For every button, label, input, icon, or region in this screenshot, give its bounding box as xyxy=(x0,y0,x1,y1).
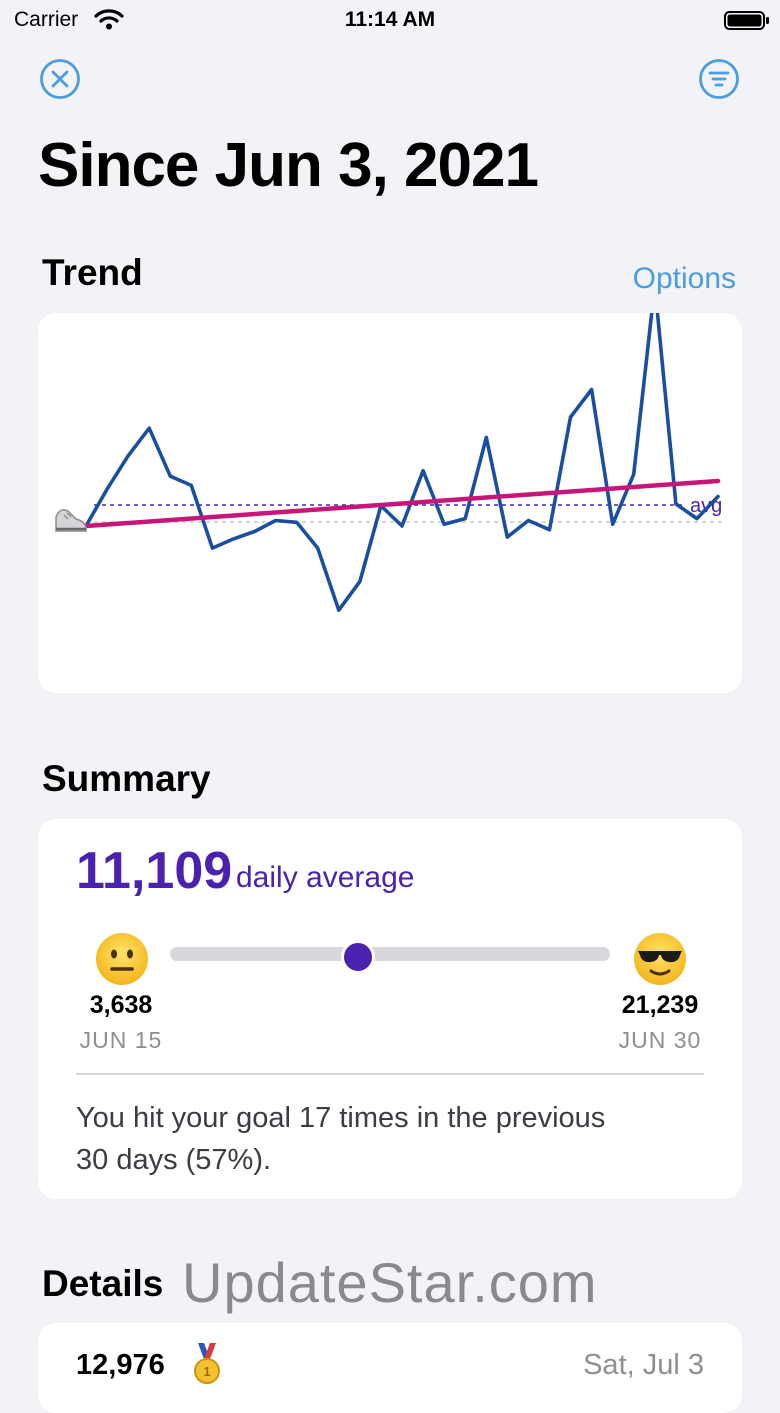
min-date: JUN 15 xyxy=(76,1027,166,1054)
average-label: daily average xyxy=(236,861,414,895)
average-position-knob xyxy=(341,940,375,974)
close-circle-icon xyxy=(39,58,81,100)
svg-text:1: 1 xyxy=(203,1364,210,1379)
details-title: Details xyxy=(42,1263,163,1305)
sunglasses-face-icon xyxy=(632,931,688,992)
detail-row[interactable]: 12,976 1 Sat, Jul 3 xyxy=(38,1323,742,1413)
battery-icon xyxy=(724,10,770,37)
page-title: Since Jun 3, 2021 xyxy=(38,130,538,201)
series-line xyxy=(86,313,718,610)
filter-button[interactable] xyxy=(698,58,740,100)
sneaker-icon xyxy=(56,510,86,531)
watermark: UpdateStar.com xyxy=(182,1250,598,1315)
goal-text-line2: 30 days (57%). xyxy=(76,1139,271,1181)
close-button[interactable] xyxy=(39,58,81,100)
max-date: JUN 30 xyxy=(612,1027,708,1054)
summary-title: Summary xyxy=(42,758,211,800)
options-link[interactable]: Options xyxy=(633,262,736,296)
detail-value: 12,976 xyxy=(76,1349,165,1382)
detail-date: Sat, Jul 3 xyxy=(583,1349,704,1382)
status-time: 11:14 AM xyxy=(0,8,780,32)
trend-chart: avg xyxy=(38,313,742,693)
divider xyxy=(76,1073,704,1075)
medal-icon: 1 xyxy=(190,1343,224,1390)
trend-card: avg xyxy=(38,313,742,693)
goal-text-line1: You hit your goal 17 times in the previo… xyxy=(76,1097,605,1139)
neutral-face-icon xyxy=(94,931,150,992)
trend-title: Trend xyxy=(42,252,143,294)
range-track xyxy=(170,947,610,961)
max-value: 21,239 xyxy=(610,991,710,1020)
min-value: 3,638 xyxy=(82,991,160,1020)
average-value: 11,109 xyxy=(76,841,232,901)
filter-lines-icon xyxy=(698,58,740,100)
summary-card: 11,109 daily average 3,638 JUN 15 21,239… xyxy=(38,819,742,1199)
